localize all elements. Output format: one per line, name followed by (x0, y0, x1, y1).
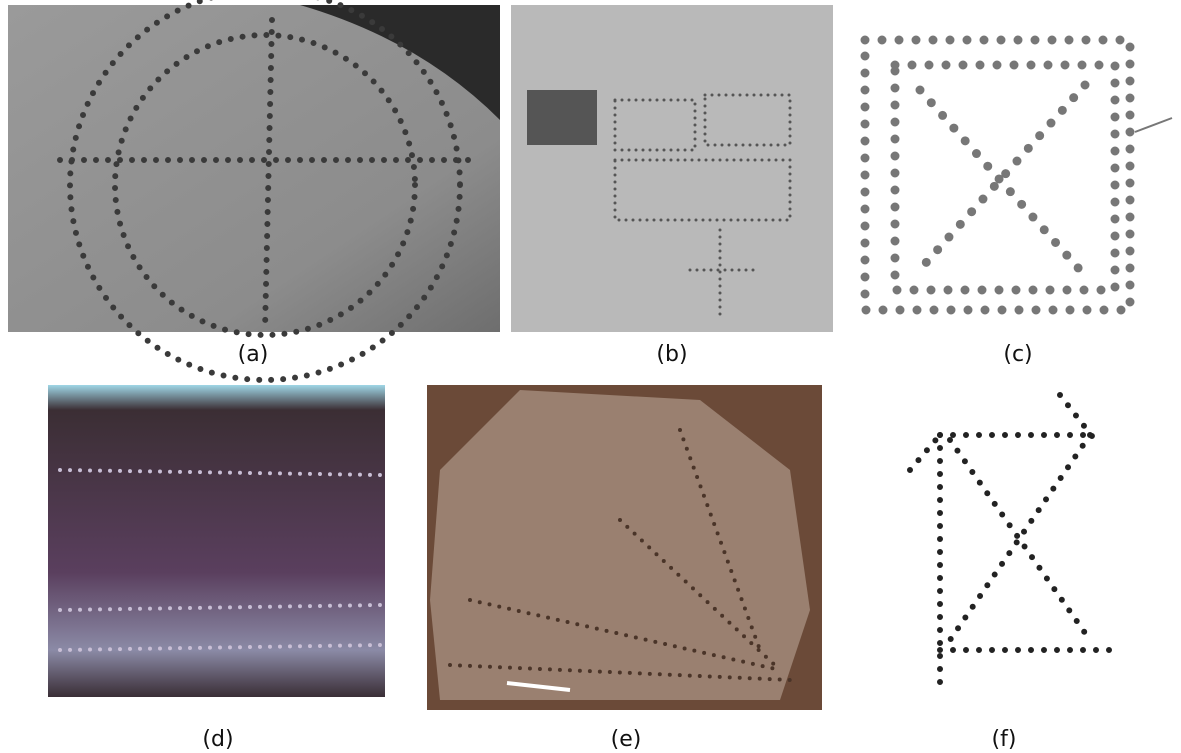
panel-c (860, 35, 1173, 315)
panel-d (48, 385, 385, 697)
panel-label: (c) (1003, 342, 1032, 367)
panel-f (907, 392, 1113, 693)
panel-label: (f) (992, 727, 1017, 752)
panel-label: (a) (238, 342, 269, 367)
panel-label: (e) (611, 727, 642, 752)
panel-e (427, 385, 822, 710)
panel-b (511, 5, 833, 332)
panel-label: (d) (202, 727, 233, 752)
panel-label: (b) (656, 342, 687, 367)
panel-a (8, 0, 500, 383)
